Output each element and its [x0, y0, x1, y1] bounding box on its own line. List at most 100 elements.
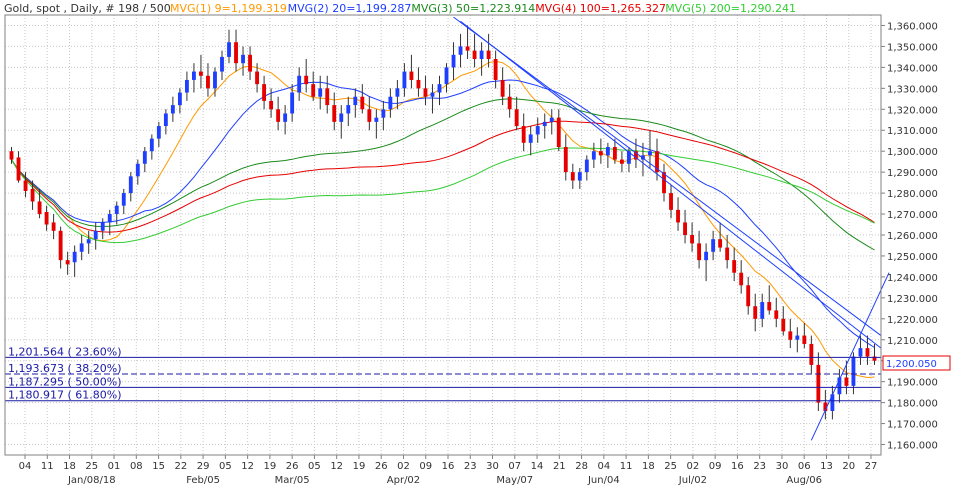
candle-body	[612, 147, 617, 160]
y-tick-label: 1,350.000	[887, 42, 938, 53]
x-tick-label: 16	[442, 461, 455, 472]
candle-body	[486, 50, 491, 59]
y-tick-label: 1,340.000	[887, 63, 938, 74]
moving-average-line	[11, 98, 875, 251]
indicator-label-4: MVG(4) 100=1,265.327	[535, 2, 666, 15]
month-label: Aug/06	[786, 475, 822, 486]
candle-body	[683, 222, 687, 235]
candle-body	[591, 151, 596, 160]
candle-body	[542, 121, 547, 127]
candle-body	[458, 46, 463, 55]
candle-body	[535, 126, 540, 135]
fib-level-label: 1,180.917 ( 61.80%)	[8, 389, 122, 402]
candle-body	[283, 113, 288, 122]
candle-body	[837, 377, 842, 395]
y-tick-label: 1,270.000	[887, 210, 938, 221]
candle-body	[149, 138, 154, 152]
trend-lines	[453, 16, 890, 441]
y-tick-label: 1,290.000	[887, 168, 938, 179]
x-tick-label: 14	[531, 461, 544, 472]
candle-body	[577, 172, 582, 181]
candle-body	[409, 71, 414, 80]
candle-body	[93, 230, 98, 240]
candle-body	[802, 335, 807, 344]
candle-body	[367, 109, 372, 122]
candle-body	[774, 310, 779, 319]
candle-body	[760, 302, 765, 319]
candle-body	[135, 163, 140, 177]
moving-average-line	[11, 147, 875, 244]
candle-body	[662, 172, 666, 194]
candle-body	[346, 105, 351, 114]
candle-body	[107, 214, 112, 223]
candle-body	[746, 285, 751, 307]
candle-body	[332, 105, 337, 122]
fibonacci-levels: 1,201.564 ( 23.60%)1,193.673 ( 38.20%)1,…	[5, 345, 881, 402]
candle-body	[206, 75, 210, 89]
candle-body	[472, 50, 477, 59]
candle-body	[114, 205, 119, 215]
x-tick-label: 15	[152, 461, 165, 472]
x-tick-label: 20	[842, 461, 855, 472]
indicator-label-2: MVG(2) 20=1,199.287	[288, 2, 412, 15]
candle-body	[220, 56, 224, 72]
y-tick-label: 1,180.000	[887, 399, 938, 410]
indicator-label-5: MVG(5) 200=1,290.241	[665, 2, 796, 15]
candle-body	[374, 117, 379, 122]
candle-body	[30, 188, 35, 202]
candle-body	[626, 151, 631, 164]
candle-body	[788, 331, 793, 340]
candle-body	[290, 92, 295, 114]
month-label: Feb/05	[186, 475, 220, 486]
fib-level-label: 1,193.673 ( 38.20%)	[8, 362, 122, 375]
candle-body	[241, 54, 245, 64]
candle-body	[318, 88, 323, 97]
candle-body	[262, 84, 267, 101]
y-tick-label: 1,160.000	[887, 441, 938, 452]
x-tick-label: 05	[219, 461, 232, 472]
candle-body	[51, 222, 56, 231]
chart-header: Gold, spot , Daily, # 198 / 500 MVG(1) 9…	[4, 2, 796, 15]
x-tick-label: 19	[353, 461, 366, 472]
x-tick-label: 05	[308, 461, 321, 472]
indicator-label-1: MVG(1) 9=1,199.319	[170, 2, 287, 15]
y-tick-label: 1,260.000	[887, 231, 938, 242]
price-tag-box	[882, 355, 951, 371]
month-label: Jan/08/18	[67, 475, 116, 486]
price-tag: 1,200.050	[882, 355, 951, 371]
candle-body	[641, 155, 645, 160]
candle-body	[563, 147, 568, 173]
candle-body	[276, 109, 281, 122]
x-tick-label: 02	[687, 461, 700, 472]
candle-body	[767, 302, 772, 311]
candle-body	[121, 193, 126, 206]
x-tick-label: 22	[174, 461, 187, 472]
candle-body	[732, 260, 737, 273]
candle-body	[493, 59, 498, 80]
candle-body	[177, 92, 182, 106]
candle-body	[830, 394, 835, 411]
y-tick-label: 1,330.000	[887, 84, 938, 95]
candle-body	[753, 306, 758, 319]
candle-body	[191, 71, 196, 80]
candle-body	[809, 343, 814, 365]
y-tick-label: 1,320.000	[887, 105, 938, 116]
candle-body	[584, 159, 589, 173]
x-tick-label: 01	[108, 461, 121, 472]
x-tick-label: 18	[63, 461, 76, 472]
y-tick-label: 1,220.000	[887, 315, 938, 326]
x-tick-label: 27	[865, 461, 878, 472]
candle-body	[851, 356, 856, 386]
x-tick-label: 16	[731, 461, 744, 472]
y-tick-label: 1,300.000	[887, 147, 938, 158]
candle-body	[500, 79, 505, 97]
moving-average-line	[11, 60, 875, 379]
x-tick-label: 08	[130, 461, 143, 472]
candle-body	[128, 176, 133, 194]
y-tick-label: 1,280.000	[887, 189, 938, 200]
candle-body	[711, 239, 716, 252]
x-tick-label: 13	[820, 461, 833, 472]
x-tick-label: 26	[286, 461, 299, 472]
month-label: Apr/02	[387, 475, 420, 486]
